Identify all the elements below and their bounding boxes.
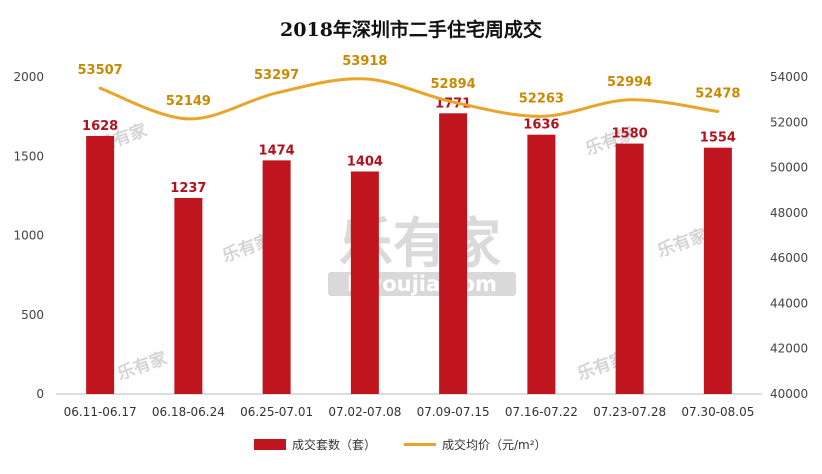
- line-path: [98, 77, 720, 121]
- chart-title: 2018年深圳市二手住宅周成交: [280, 18, 542, 41]
- line-series: 53507 52149 53297 53918 52894 52263 52994 52478: [78, 54, 740, 121]
- bar: [262, 160, 291, 394]
- bar: [350, 171, 379, 394]
- y-axis-right: 40000 42000 44000 46000 48000 50000 52000 54000: [770, 70, 808, 401]
- bar-data-label: 1474: [259, 143, 295, 158]
- line-data-label: 52894: [431, 77, 476, 92]
- bar-data-label: 1580: [612, 127, 648, 142]
- x-axis: 06.11-06.17 06.18-06.24 06.25-07.01 07.02-0…: [64, 405, 755, 419]
- line-data-label: 52149: [166, 94, 211, 109]
- x-tick-label: 07.30-08.05: [681, 405, 754, 419]
- y-right-tick-label: 40000: [770, 387, 808, 401]
- line-data-label: 52263: [519, 91, 564, 106]
- watermark-small: 乐有家: [115, 348, 170, 385]
- bar-data-label: 1554: [700, 131, 736, 146]
- y-right-tick-label: 46000: [770, 251, 808, 265]
- x-tick-label: 06.18-06.24: [152, 405, 225, 419]
- y-left-tick-label: 0: [36, 387, 44, 401]
- line-data-label: 52478: [695, 86, 740, 101]
- bar-data-label: 1404: [347, 154, 383, 169]
- line-data-label: 53297: [254, 68, 299, 83]
- bar-data-label: 1237: [170, 181, 206, 196]
- x-tick-label: 07.23-07.28: [593, 405, 666, 419]
- bar: [527, 134, 556, 394]
- y-right-tick-label: 50000: [770, 161, 808, 175]
- legend-swatch-bar: [254, 439, 286, 450]
- bar: [86, 135, 115, 394]
- bar: [174, 197, 203, 394]
- x-tick-label: 07.16-07.22: [505, 405, 578, 419]
- x-tick-label: 06.11-06.17: [64, 405, 137, 419]
- y-axis-left: 0 500 1000 1500 2000: [13, 70, 44, 401]
- bar: [703, 147, 732, 394]
- legend-label-bar: 成交套数（套）: [292, 437, 376, 452]
- bar-data-label: 1628: [82, 119, 118, 134]
- y-right-tick-label: 42000: [770, 342, 808, 356]
- line-data-label: 53918: [342, 54, 387, 69]
- legend-label-line: 成交均价（元/m²）: [442, 437, 547, 452]
- y-left-tick-label: 2000: [13, 70, 44, 84]
- x-tick-label: 07.02-07.08: [328, 405, 401, 419]
- x-tick-label: 06.25-07.01: [240, 405, 313, 419]
- x-tick-label: 07.09-07.15: [417, 405, 490, 419]
- legend: 成交套数（套） 成交均价（元/m²）: [254, 437, 547, 452]
- y-left-tick-label: 1500: [13, 149, 44, 163]
- line-data-label: 52994: [607, 75, 652, 90]
- line-data-label: 53507: [78, 63, 123, 78]
- y-left-tick-label: 500: [21, 308, 44, 322]
- bar: [615, 143, 644, 394]
- y-right-tick-label: 54000: [770, 70, 808, 84]
- bar: [439, 113, 468, 394]
- y-right-tick-label: 52000: [770, 115, 808, 129]
- watermark-small: 乐有家: [655, 225, 710, 262]
- bar-data-label: 1636: [523, 118, 559, 133]
- y-right-tick-label: 44000: [770, 296, 808, 310]
- y-left-tick-label: 1000: [13, 229, 44, 243]
- y-right-tick-label: 48000: [770, 206, 808, 220]
